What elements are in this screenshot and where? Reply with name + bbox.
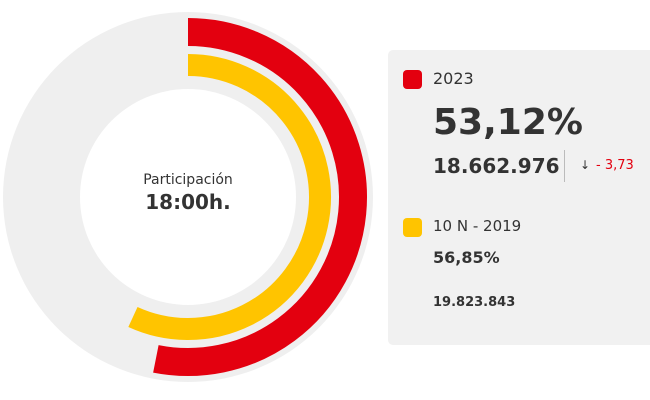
center-time: 18:00h. — [145, 190, 231, 214]
legend-label-2019: 10 N - 2019 — [433, 217, 522, 235]
votes-2023: 18.662.976 — [433, 154, 560, 178]
chart-center-label: Participación 18:00h. — [88, 172, 288, 214]
chart-center-hole — [80, 89, 296, 305]
change-value: - 3,73 — [596, 158, 634, 173]
percent-2019: 56,85% — [433, 248, 500, 267]
percent-2023: 53,12% — [433, 102, 583, 143]
arrow-down-icon: ↓ — [580, 158, 591, 172]
turnout-radial-chart — [3, 12, 373, 382]
legend-label-2023: 2023 — [433, 69, 474, 88]
arc-10n-2019 — [128, 54, 331, 340]
votes-2019: 19.823.843 — [433, 295, 516, 310]
divider — [564, 150, 565, 182]
legend-swatch-2019 — [403, 218, 422, 237]
arc-2023 — [153, 18, 367, 376]
center-title: Participación — [143, 172, 233, 188]
legend-panel: 2023 53,12% 18.662.976 ↓ - 3,73 10 N - 2… — [388, 50, 650, 345]
legend-swatch-2023 — [403, 70, 422, 89]
